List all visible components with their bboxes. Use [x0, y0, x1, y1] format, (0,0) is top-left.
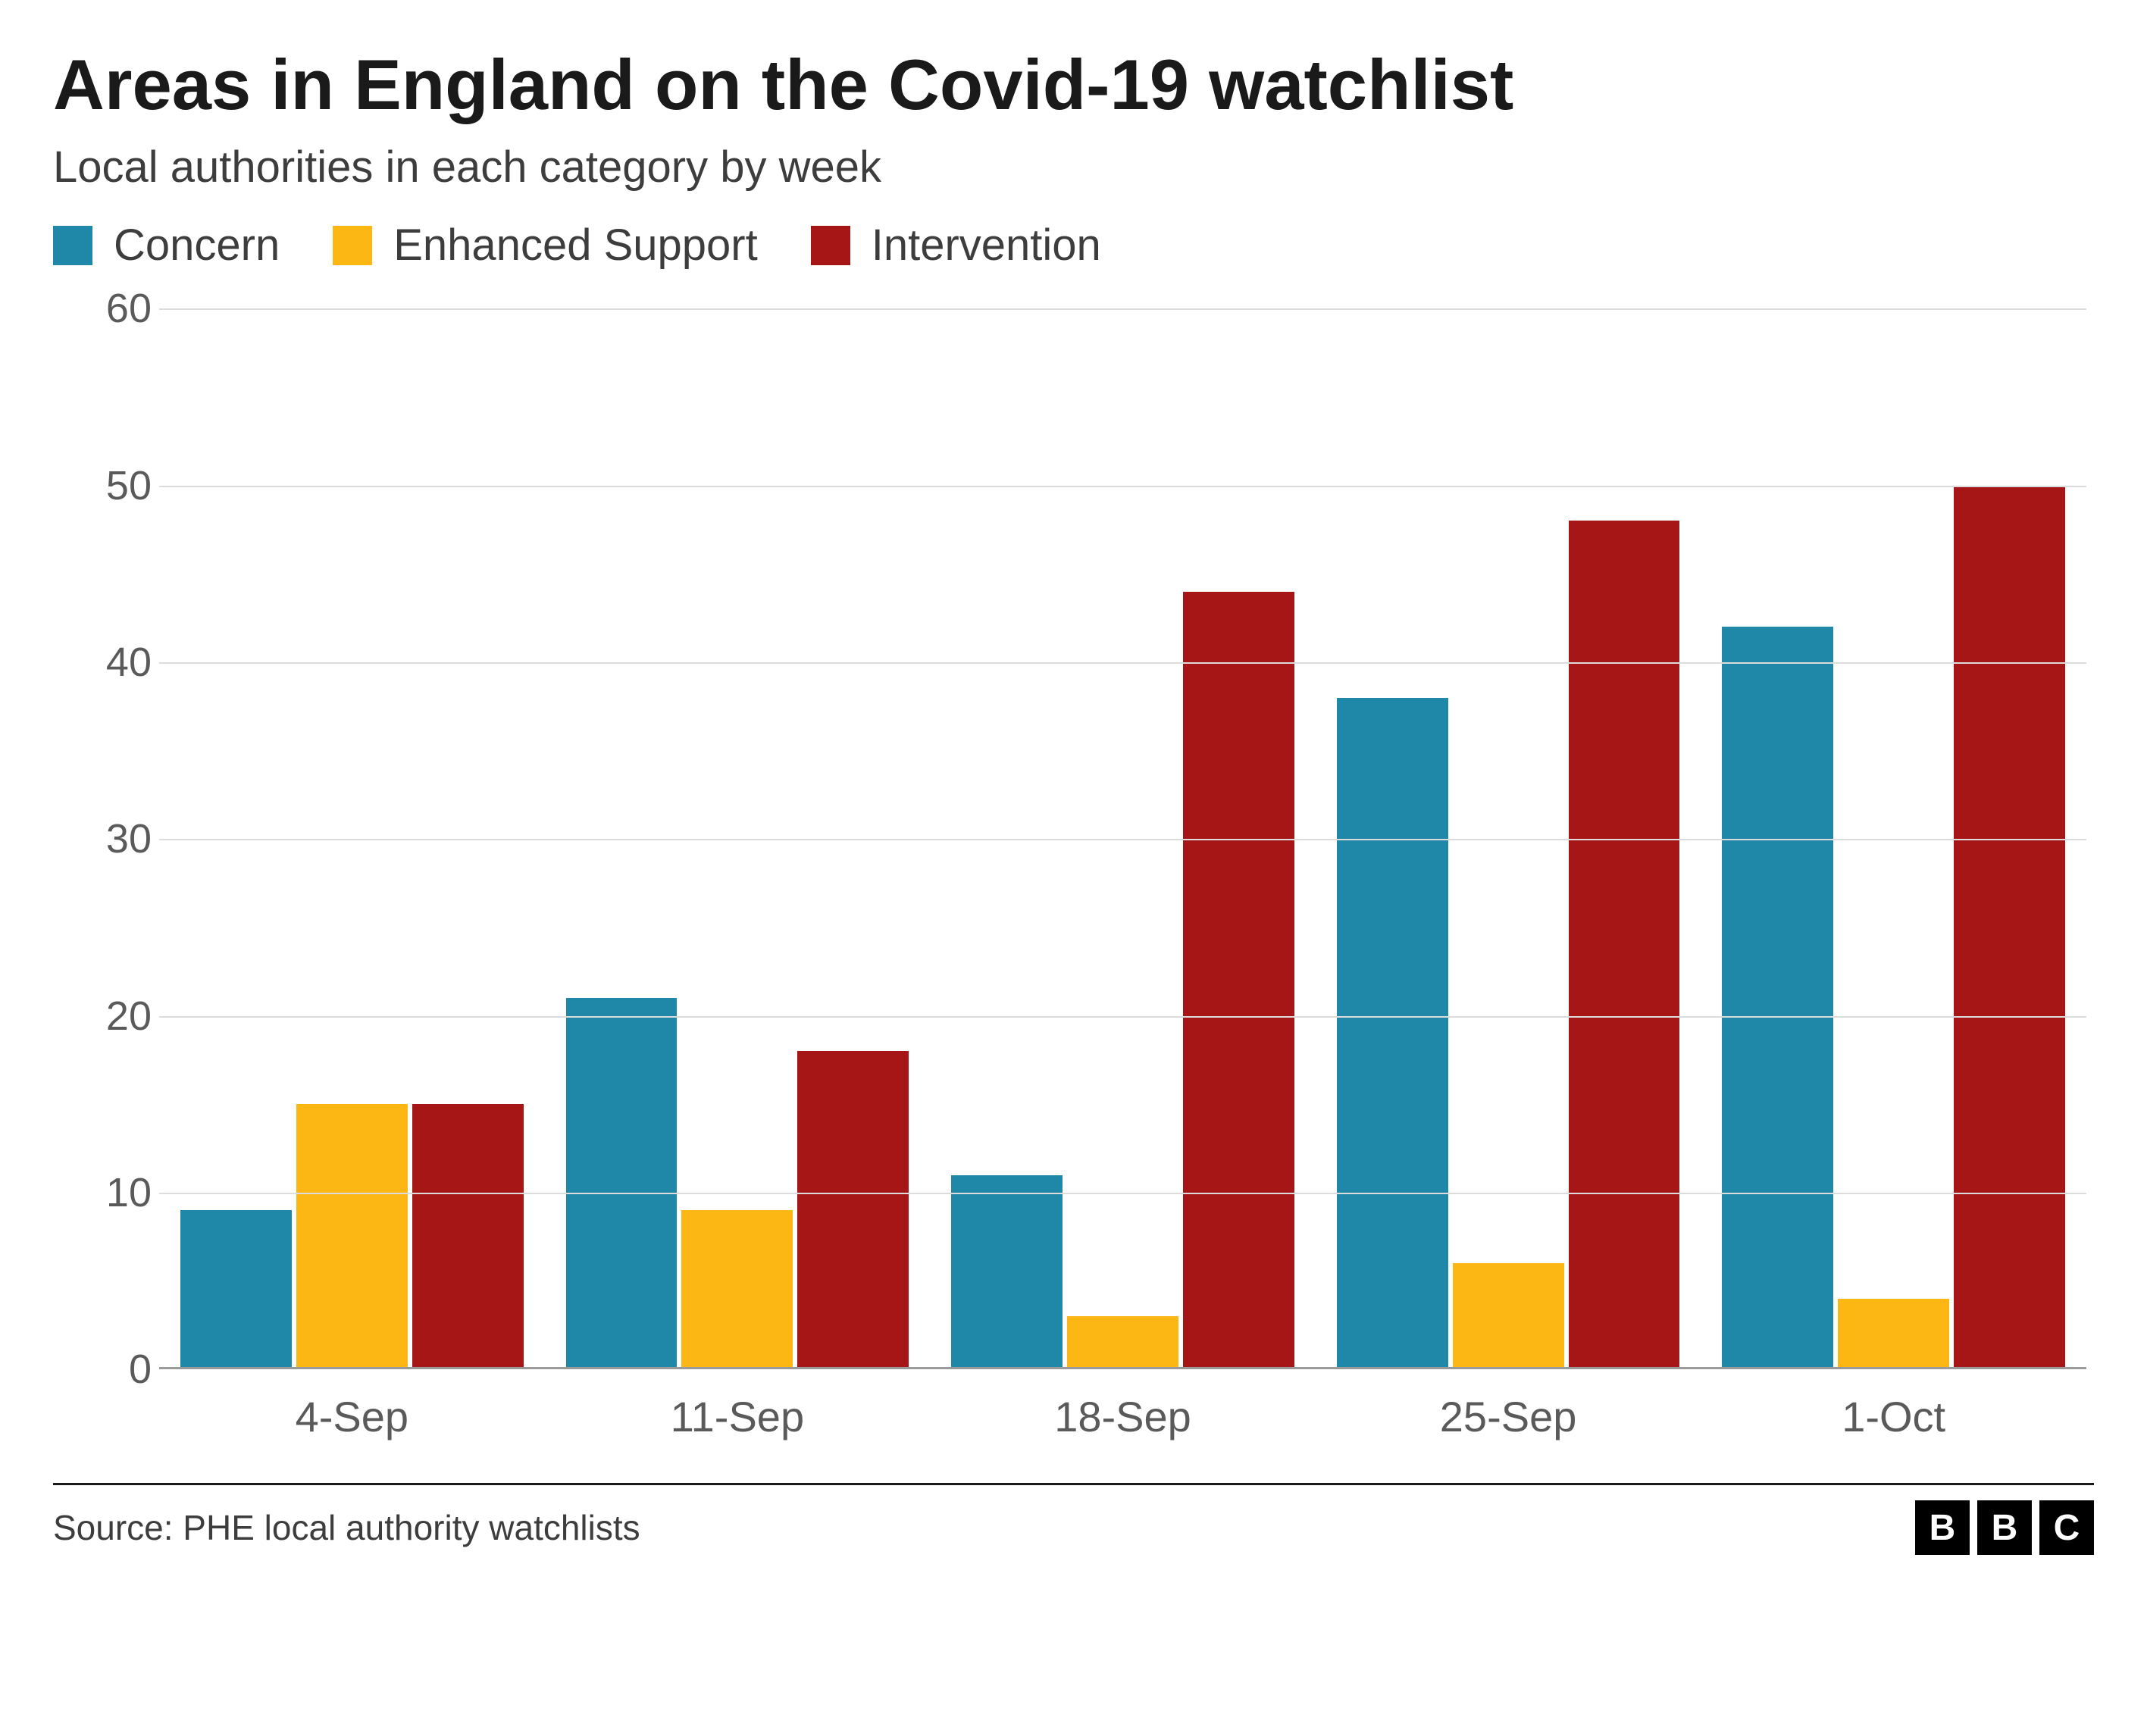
y-tick-label: 0 [68, 1346, 152, 1393]
gridline [159, 662, 2086, 664]
y-tick-label: 60 [68, 285, 152, 332]
bar [412, 1104, 524, 1369]
chart-container: Areas in England on the Covid-19 watchli… [0, 0, 2147, 1736]
bar [180, 1210, 292, 1369]
bbc-logo-box: B [1977, 1500, 2032, 1555]
legend-label: Concern [114, 220, 280, 271]
chart-footer: Source: PHE local authority watchlists B… [53, 1483, 2094, 1555]
y-tick-label: 20 [68, 993, 152, 1040]
gridline [159, 1016, 2086, 1018]
bbc-logo: BBC [1915, 1500, 2094, 1555]
bar [1183, 592, 1294, 1370]
plot-area [159, 308, 2086, 1369]
chart-subtitle: Local authorities in each category by we… [53, 142, 2094, 192]
bar [1722, 627, 1833, 1369]
bar [1954, 486, 2065, 1370]
bar [1838, 1299, 1949, 1369]
chart-legend: Concern Enhanced Support Intervention [53, 220, 2094, 271]
legend-item: Intervention [811, 220, 1101, 271]
y-tick-label: 10 [68, 1169, 152, 1216]
x-tick-label: 18-Sep [930, 1377, 1316, 1460]
legend-swatch [811, 226, 850, 265]
bar [1453, 1263, 1564, 1369]
x-tick-label: 11-Sep [545, 1377, 931, 1460]
plot-wrap: 4-Sep11-Sep18-Sep25-Sep1-Oct 0 10 20 30 40 50… [53, 308, 2094, 1460]
bar [1337, 698, 1448, 1370]
bar [951, 1175, 1063, 1370]
y-tick-label: 40 [68, 639, 152, 686]
gridline [159, 1193, 2086, 1194]
legend-label: Enhanced Support [393, 220, 757, 271]
legend-item: Enhanced Support [333, 220, 757, 271]
bar [681, 1210, 793, 1369]
x-axis-baseline [159, 1367, 2086, 1369]
x-axis-ticks: 4-Sep11-Sep18-Sep25-Sep1-Oct [159, 1377, 2086, 1460]
gridline [159, 486, 2086, 487]
y-tick-label: 30 [68, 815, 152, 862]
x-tick-label: 25-Sep [1316, 1377, 1701, 1460]
bbc-logo-box: B [1915, 1500, 1970, 1555]
chart-title: Areas in England on the Covid-19 watchli… [53, 45, 2094, 124]
bar [296, 1104, 408, 1369]
bar [797, 1051, 909, 1369]
gridline [159, 839, 2086, 840]
bar [1569, 521, 1680, 1369]
bar [566, 998, 678, 1369]
bar [1067, 1316, 1178, 1369]
x-tick-label: 1-Oct [1701, 1377, 2086, 1460]
legend-swatch [333, 226, 372, 265]
source-text: Source: PHE local authority watchlists [53, 1507, 640, 1548]
gridline [159, 308, 2086, 310]
x-tick-label: 4-Sep [159, 1377, 545, 1460]
bbc-logo-box: C [2039, 1500, 2094, 1555]
legend-swatch [53, 226, 92, 265]
legend-item: Concern [53, 220, 280, 271]
legend-label: Intervention [872, 220, 1101, 271]
y-tick-label: 50 [68, 462, 152, 509]
